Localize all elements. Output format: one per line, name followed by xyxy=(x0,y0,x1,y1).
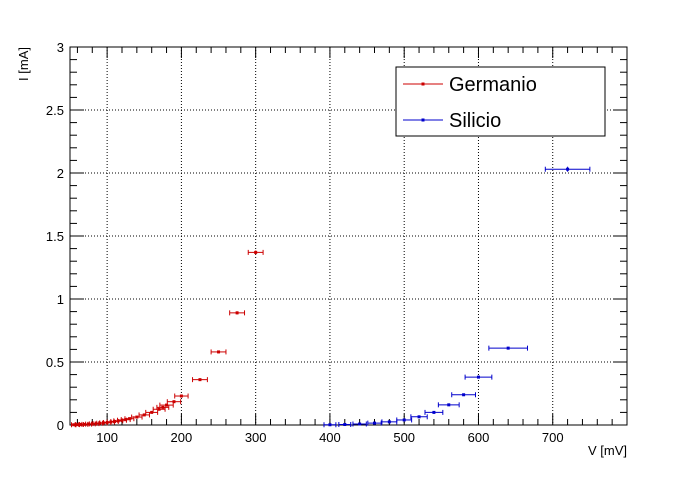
legend: Germanio Silicio xyxy=(395,66,606,137)
silicio-marker xyxy=(417,415,421,419)
germanio-marker xyxy=(165,403,169,407)
legend-label-germanio: Germanio xyxy=(449,74,537,96)
y-axis-label: I [mA] xyxy=(16,47,31,81)
x-tick-label: 500 xyxy=(393,430,415,445)
germanio-data-point xyxy=(156,404,170,410)
germanio-data-point xyxy=(192,377,208,383)
legend-marker-germanio xyxy=(421,82,425,86)
silicio-marker xyxy=(432,410,436,414)
germanio-data-point xyxy=(159,402,174,408)
germanio-data-point xyxy=(174,393,189,399)
y-tick-label: 2.5 xyxy=(46,103,64,118)
germanio-marker xyxy=(217,350,221,354)
x-tick-label: 700 xyxy=(542,430,564,445)
silicio-data-point xyxy=(488,345,528,351)
y-tick-label: 0.5 xyxy=(46,355,64,370)
series-silicio xyxy=(323,166,591,428)
y-tick-label: 3 xyxy=(57,40,64,55)
silicio-data-point xyxy=(323,422,337,428)
x-axis-label: V [mV] xyxy=(588,443,627,458)
silicio-marker xyxy=(328,423,332,427)
germanio-marker xyxy=(172,400,176,404)
silicio-marker xyxy=(343,422,347,426)
ticks-layer xyxy=(70,46,627,426)
germanio-marker xyxy=(150,410,154,414)
germanio-data-point xyxy=(138,412,150,418)
germanio-marker xyxy=(235,311,239,315)
germanio-marker xyxy=(90,422,94,426)
germanio-marker xyxy=(157,407,161,411)
germanio-marker xyxy=(116,419,120,423)
germanio-marker xyxy=(94,422,98,426)
silicio-data-point xyxy=(437,402,460,408)
germanio-marker xyxy=(113,419,117,423)
series-layer xyxy=(70,166,591,428)
x-tick-label: 100 xyxy=(96,430,118,445)
germanio-marker xyxy=(83,422,87,426)
germanio-data-point xyxy=(229,310,246,316)
x-tick-label: 600 xyxy=(468,430,490,445)
germanio-data-point xyxy=(210,349,227,355)
germanio-data-point xyxy=(145,409,159,415)
germanio-data-point xyxy=(166,399,182,405)
germanio-data-point xyxy=(152,406,166,412)
silicio-marker xyxy=(372,421,376,425)
silicio-data-point xyxy=(424,409,444,415)
silicio-data-point xyxy=(410,414,428,420)
silicio-marker xyxy=(358,422,362,426)
germanio-marker xyxy=(142,413,146,417)
silicio-marker xyxy=(447,403,451,407)
silicio-data-point xyxy=(544,166,591,172)
silicio-data-point xyxy=(338,421,352,427)
silicio-marker xyxy=(402,418,406,422)
y-tick-label: 1.5 xyxy=(46,229,64,244)
y-tick-label: 0 xyxy=(57,418,64,433)
legend-box xyxy=(395,66,606,137)
germanio-data-point xyxy=(247,249,264,255)
germanio-marker xyxy=(254,250,258,254)
germanio-marker xyxy=(135,415,139,419)
germanio-marker xyxy=(179,394,183,398)
legend-label-silicio: Silicio xyxy=(449,110,501,132)
legend-marker-silicio xyxy=(421,118,425,122)
silicio-marker xyxy=(506,346,510,350)
germanio-marker xyxy=(79,422,83,426)
germanio-marker xyxy=(120,418,124,422)
series-germanio xyxy=(70,249,264,428)
germanio-marker xyxy=(124,418,128,422)
germanio-marker xyxy=(87,422,91,426)
tick-labels-layer: 100 200 300 400 500 600 700 0 0.5 1 1.5 2 2.5 3 xyxy=(46,40,564,445)
silicio-data-point xyxy=(352,421,367,427)
x-tick-label: 300 xyxy=(245,430,267,445)
germanio-marker xyxy=(161,405,165,409)
silicio-marker xyxy=(476,375,480,379)
y-tick-label: 2 xyxy=(57,166,64,181)
x-tick-label: 200 xyxy=(171,430,193,445)
silicio-data-point xyxy=(451,392,476,398)
silicio-data-point xyxy=(396,417,413,423)
y-tick-label: 1 xyxy=(57,292,64,307)
germanio-marker xyxy=(72,423,76,427)
germanio-marker xyxy=(198,378,202,382)
x-tick-label: 400 xyxy=(319,430,341,445)
silicio-data-point xyxy=(464,374,493,380)
germanio-marker xyxy=(127,417,131,421)
silicio-marker xyxy=(462,393,466,397)
silicio-marker xyxy=(566,167,570,171)
germanio-marker xyxy=(75,423,79,427)
silicio-data-point xyxy=(367,420,382,426)
silicio-marker xyxy=(387,420,391,424)
